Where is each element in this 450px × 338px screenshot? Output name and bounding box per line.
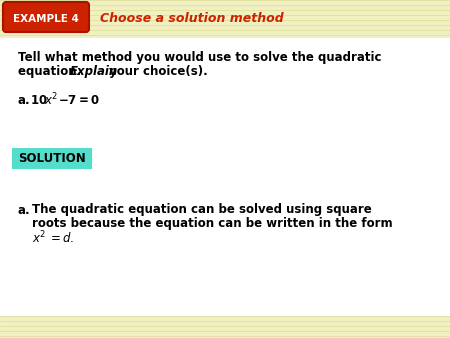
Bar	[0, 316, 450, 338]
Text: a.: a.	[18, 203, 31, 217]
Bar	[12, 148, 92, 169]
Text: SOLUTION: SOLUTION	[18, 152, 86, 166]
Text: $x^2$: $x^2$	[44, 92, 58, 108]
Bar	[0, 0, 450, 38]
Text: a.: a.	[18, 94, 31, 106]
Text: $x^2$: $x^2$	[32, 230, 46, 246]
FancyBboxPatch shape	[3, 2, 89, 32]
Text: your choice(s).: your choice(s).	[105, 66, 208, 78]
Text: equation.: equation.	[18, 66, 86, 78]
Text: $\mathbf{10}$: $\mathbf{10}$	[30, 94, 48, 106]
Text: EXAMPLE 4: EXAMPLE 4	[13, 14, 79, 24]
Text: Choose a solution method: Choose a solution method	[100, 12, 284, 25]
Bar	[0, 38, 450, 338]
Text: $\mathbf{- 7 = 0}$: $\mathbf{- 7 = 0}$	[58, 94, 100, 106]
Text: Tell what method you would use to solve the quadratic: Tell what method you would use to solve …	[18, 51, 382, 65]
Text: Explain: Explain	[70, 66, 118, 78]
Text: roots because the equation can be written in the form: roots because the equation can be writte…	[32, 217, 392, 231]
Text: The quadratic equation can be solved using square: The quadratic equation can be solved usi…	[32, 203, 372, 217]
Text: $= d.$: $= d.$	[48, 231, 74, 245]
